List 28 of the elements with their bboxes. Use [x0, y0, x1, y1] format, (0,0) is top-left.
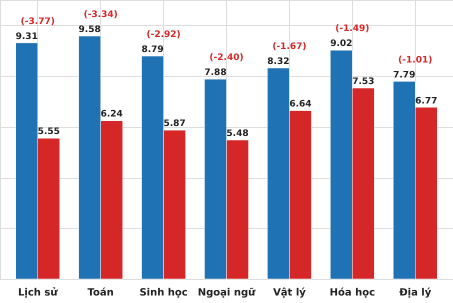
annotation: (-1.67) — [272, 42, 307, 52]
x-tick-label: Vật lý — [273, 288, 306, 298]
x-tick-label: Hóa học — [330, 288, 376, 298]
data-label: 6.24 — [100, 110, 123, 120]
annotation: (-1.01) — [398, 55, 432, 66]
data-label: 7.88 — [204, 68, 227, 78]
x-tick-label: Toán — [88, 288, 114, 298]
data-label: 8.32 — [267, 56, 290, 67]
x-tick-label: Sinh học — [139, 288, 188, 298]
data-label: 5.48 — [226, 129, 249, 140]
annotation: (-3.34) — [84, 10, 118, 20]
data-label: 9.02 — [330, 39, 352, 50]
annotation: (-1.49) — [335, 24, 370, 34]
data-label: 6.77 — [415, 96, 438, 106]
data-label: 8.79 — [141, 45, 164, 56]
data-label: 5.55 — [38, 127, 60, 138]
x-tick-label: Lịch sử — [18, 286, 58, 298]
data-label: 7.79 — [393, 70, 416, 80]
data-label: 7.53 — [352, 77, 374, 88]
data-label: 5.87 — [163, 119, 186, 130]
x-tick-label: Địa lý — [399, 288, 432, 298]
data-label: 9.58 — [78, 25, 101, 36]
data-label: 9.31 — [16, 32, 38, 42]
annotation: (-2.40) — [209, 53, 244, 64]
annotation: (-3.77) — [20, 16, 55, 27]
data-label: 6.64 — [289, 100, 312, 110]
x-tick-label: Ngoại ngữ — [198, 288, 256, 298]
annotation: (-2.92) — [146, 30, 181, 40]
